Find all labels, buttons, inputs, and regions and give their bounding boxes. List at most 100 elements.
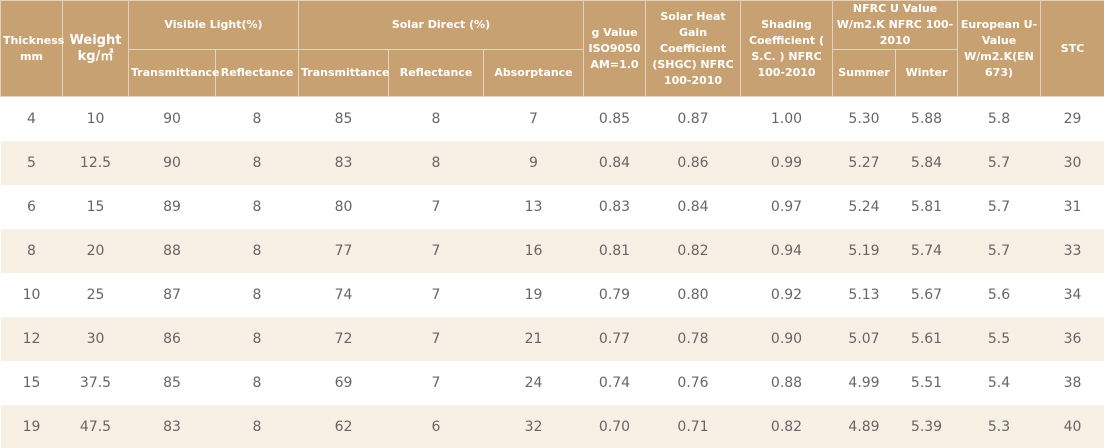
table-cell: 8 [252, 199, 262, 215]
table-cell: 19 [524, 287, 543, 303]
table-cell: 5.27 [832, 141, 896, 185]
table-cell: 0.82 [740, 405, 833, 448]
table-cell: 0.81 [583, 229, 646, 273]
table-cell: 5.61 [895, 317, 958, 361]
table-cell: 5.6 [987, 287, 1011, 303]
table-cell: 30 [62, 317, 129, 361]
table-cell: 0.74 [598, 375, 631, 391]
subheader-cell: Absorptance [483, 49, 585, 97]
table-cell: 5.67 [910, 287, 943, 303]
table-cell: 10 [22, 287, 41, 303]
table-cell: 0.83 [598, 199, 631, 215]
table-cell: 30 [1040, 141, 1104, 185]
subheader-cell: Summer [832, 49, 897, 97]
table-cell: 29 [1063, 111, 1082, 127]
table-cell: 0.77 [583, 317, 646, 361]
table-cell: 5.39 [895, 405, 958, 448]
table-cell: 15 [22, 375, 41, 391]
table-cell: 5.3 [957, 405, 1041, 448]
table-cell: 31 [1063, 199, 1082, 215]
table-cell: 0.71 [645, 405, 741, 448]
table-cell: 5.7 [957, 141, 1041, 185]
table-row: 5 12.5 90 8 83 8 9 0.84 0.86 0.99 5.27 5.84 5.7 30 [0, 141, 1104, 185]
table-cell: 9 [483, 141, 584, 185]
table-cell: 5.81 [910, 199, 943, 215]
table-cell: 77 [298, 229, 389, 273]
table-cell: 90 [163, 111, 181, 127]
table-cell: 34 [1063, 287, 1082, 303]
table-cell: 47.5 [62, 405, 129, 448]
table-cell: 0.78 [645, 317, 741, 361]
table-cell: 0.90 [740, 317, 833, 361]
table-cell: 0.97 [770, 199, 803, 215]
table-row: 4 10 90 8 85 8 7 0.85 0.87 1.00 5.30 5.88 5.8 29 [1, 97, 1104, 142]
table-cell: 5 [0, 141, 63, 185]
table-cell: 15 [86, 199, 105, 215]
table-cell: 74 [334, 287, 353, 303]
table-cell: 4.89 [832, 405, 896, 448]
table-cell: 7 [388, 229, 484, 273]
subheader-cell: Reflectance [214, 49, 300, 97]
header-cell: Shading Coefficient ( S.C. ) NFRC 100-20… [740, 0, 834, 97]
table-cell: 6 [27, 199, 36, 215]
table-cell: 0.76 [677, 375, 709, 391]
table-cell: 0.80 [677, 287, 709, 303]
header-cell: Solar Heat Gain Coefficient (SHGC) NFRC … [645, 0, 742, 97]
table-cell: 32 [483, 405, 584, 448]
table-cell: 24 [524, 375, 543, 391]
header-cell: Weight kg/㎡ [62, 0, 129, 97]
table-cell: 7 [431, 199, 441, 215]
table-cell: 89 [163, 199, 181, 215]
table-row: 10 25 87 8 74 7 19 0.79 0.80 0.92 5.13 5.67 5.6 34 [1, 273, 1104, 317]
table-cell: 16 [483, 229, 584, 273]
table-cell: 7 [529, 111, 538, 127]
table-row: 19 47.5 83 8 62 6 32 0.70 0.71 0.82 4.89 5.39 5.3 40 [0, 405, 1104, 448]
table-cell: 0.84 [677, 199, 709, 215]
table-cell: 0.82 [645, 229, 741, 273]
subheader-cell: Transmittance [128, 49, 220, 97]
table-cell: 5.4 [987, 375, 1011, 391]
table-cell: 0.70 [583, 405, 646, 448]
table-cell: 8 [252, 375, 262, 391]
table-cell: 5.88 [910, 111, 943, 127]
table-cell: 8 [215, 229, 299, 273]
table-row: 6 15 89 8 80 7 13 0.83 0.84 0.97 5.24 5.81 5.7 31 [1, 185, 1104, 229]
table-cell: 8 [252, 287, 262, 303]
table-cell: 13 [524, 199, 543, 215]
table-body: 4 10 90 8 85 8 7 0.85 0.87 1.00 5.30 5.88 5.8 29 5 12.5… [0, 97, 1104, 448]
table-cell: 5.74 [895, 229, 958, 273]
table-cell: 69 [334, 375, 353, 391]
table-cell: 12.5 [62, 141, 129, 185]
table-cell: 8 [215, 405, 299, 448]
table-cell: 8 [431, 111, 441, 127]
subheader-cell: Winter [895, 49, 959, 97]
table-row: 8 20 88 8 77 7 16 0.81 0.82 0.94 5.19 5.74 5.7 33 [0, 229, 1104, 273]
table-cell: 5.8 [987, 111, 1011, 127]
table-cell: 87 [163, 287, 181, 303]
table-cell: 10 [86, 111, 105, 127]
table-cell: 0.85 [598, 111, 631, 127]
table-cell: 19 [0, 405, 63, 448]
header-cell: NFRC U Value W/m2.K NFRC 100-2010 [832, 0, 959, 50]
table-cell: 0.94 [740, 229, 833, 273]
table-cell: 21 [483, 317, 584, 361]
subheader-cell: Transmittance [298, 49, 390, 97]
table-cell: 5.84 [895, 141, 958, 185]
table-cell: 6 [388, 405, 484, 448]
table-cell: 83 [298, 141, 389, 185]
table-cell: 4 [27, 111, 36, 127]
subheader-cell: Reflectance [388, 49, 485, 97]
header-cell: STC [1040, 0, 1104, 97]
table-cell: 5.7 [987, 199, 1011, 215]
table-cell: 8 [0, 229, 63, 273]
header-cell: Visible Light(%) [127, 0, 300, 50]
table-cell: 8 [215, 141, 299, 185]
table-cell: 8 [215, 317, 299, 361]
table-cell: 62 [298, 405, 389, 448]
table-cell: 88 [128, 229, 216, 273]
table-cell: 5.19 [832, 229, 896, 273]
table-cell: 0.99 [740, 141, 833, 185]
table-cell: 83 [128, 405, 216, 448]
table-cell: 0.79 [598, 287, 631, 303]
